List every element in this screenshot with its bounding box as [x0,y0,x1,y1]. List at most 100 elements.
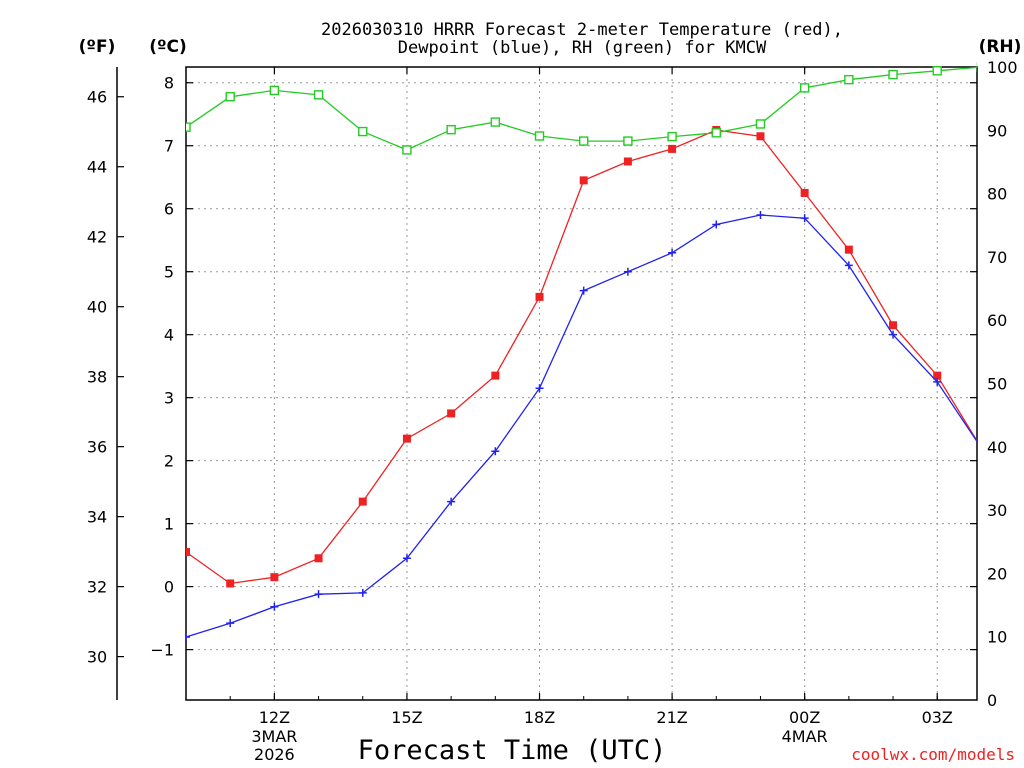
celsius-tick-label-6: 6 [164,200,174,219]
data-series [186,62,985,642]
rh-point-24 [799,83,810,93]
rh-tick-label-30: 30 [987,501,1007,520]
temperature-point-19 [579,176,588,185]
temperature-point-26 [889,321,898,330]
rh-point-19 [579,136,589,146]
rh-tick-label-50: 50 [987,375,1007,394]
temperature-point-10 [186,547,190,556]
fahrenheit-tick-label-32: 32 [87,578,107,597]
rh-point-23 [755,119,766,129]
chart-title-line-1: 2026030310 HRRR Forecast 2-meter Tempera… [321,20,843,40]
temperature-point-15 [402,434,411,443]
temperature-point-24 [800,188,809,197]
temperature-point-20 [623,157,632,166]
fahrenheit-tick-label-40: 40 [87,298,107,317]
temperature-line [186,129,977,585]
rh-tick-label-0: 0 [987,691,997,710]
fahrenheit-tick-label-38: 38 [87,368,107,387]
x-axis-label: Forecast Time (UTC) [358,735,667,766]
dewpoint-point-24 [800,214,809,223]
temperature-point-25 [844,245,853,254]
dewpoint-point-21 [668,248,677,257]
rh-tick-label-40: 40 [987,438,1007,457]
temperature-point-21 [668,144,677,153]
dewpoint-point-26 [889,330,898,339]
dewpoint-series [186,211,985,642]
dewpoint-point-11 [226,619,235,628]
dewpoint-point-22 [712,220,721,229]
x-tick-label-15Z: 15Z [391,708,422,727]
temperature-point-14 [358,497,367,506]
rh-point-21 [667,131,677,142]
rh-point-20 [623,136,633,146]
rh-tick-label-80: 80 [987,185,1007,204]
temperature-point-23 [756,132,765,141]
dewpoint-point-14 [358,588,367,597]
rh-point-17 [490,117,501,127]
temperature-point-16 [447,409,456,418]
fahrenheit-tick-label-44: 44 [87,158,107,177]
x-tick-label-18Z: 18Z [524,708,555,727]
dewpoint-point-25 [844,261,853,270]
dewpoint-point-19 [579,286,588,295]
rh-point-26 [888,69,898,80]
credit-text: coolwx.com/models [851,745,1015,764]
rh-tick-label-20: 20 [987,564,1007,583]
dewpoint-point-16 [447,497,456,506]
dewpoint-point-13 [314,590,323,599]
dewpoint-point-27 [933,377,942,386]
celsius-tick-label-1: 1 [164,515,174,534]
fahrenheit-tick-label-30: 30 [87,648,107,667]
temperature-point-27 [933,371,942,380]
celsius-tick-label--1: −1 [150,641,174,660]
rh-point-13 [313,90,324,100]
x-tick-label-12Z: 12Z [259,708,290,727]
rh-point-18 [534,131,545,141]
chart-title-line-2: Dewpoint (blue), RH (green) for KMCW [398,38,767,58]
celsius-unit-label: (ºC) [149,37,187,57]
dewpoint-point-20 [623,267,632,276]
rh-unit-label: (RH) [979,37,1022,57]
rh-point-28 [976,62,977,72]
dewpoint-point-12 [270,602,279,611]
rh-series [186,62,977,155]
dewpoint-point-23 [756,211,765,220]
temperature-point-18 [535,292,544,301]
celsius-tick-label-5: 5 [164,263,174,282]
fahrenheit-tick-label-42: 42 [87,228,107,247]
celsius-tick-label-7: 7 [164,137,174,156]
x-date-label-3MAR: 3MAR [251,727,297,746]
x-tick-label-03Z: 03Z [922,708,953,727]
rh-tick-label-60: 60 [987,311,1007,330]
dewpoint-point-15 [402,554,411,563]
temperature-point-17 [491,371,500,380]
fahrenheit-tick-label-34: 34 [87,508,107,527]
fahrenheit-tick-label-46: 46 [87,88,107,107]
x-year-label-2026: 2026 [254,745,295,764]
dewpoint-line [186,214,977,638]
rh-point-11 [225,92,235,102]
x-tick-label-21Z: 21Z [656,708,687,727]
x-date-label-4MAR: 4MAR [782,727,828,746]
celsius-tick-label-0: 0 [164,578,174,597]
temperature-series [186,125,985,588]
plot-frame [185,66,978,701]
rh-point-14 [358,126,368,137]
rh-point-12 [269,85,280,96]
dewpoint-point-10 [186,633,190,642]
grid-lines [186,67,977,700]
rh-point-10 [186,122,191,132]
celsius-tick-label-2: 2 [164,452,174,471]
x-tick-label-00Z: 00Z [789,708,820,727]
axes: −101234567830323436384042444601020304050… [87,58,1018,764]
dewpoint-point-28 [977,444,985,452]
temperature-point-13 [314,554,323,563]
celsius-tick-label-3: 3 [164,389,174,408]
rh-tick-label-90: 90 [987,121,1007,140]
rh-point-25 [844,74,854,85]
rh-point-27 [932,66,942,76]
dewpoint-point-17 [491,447,500,456]
rh-point-16 [446,124,456,135]
temperature-point-28 [977,444,985,452]
